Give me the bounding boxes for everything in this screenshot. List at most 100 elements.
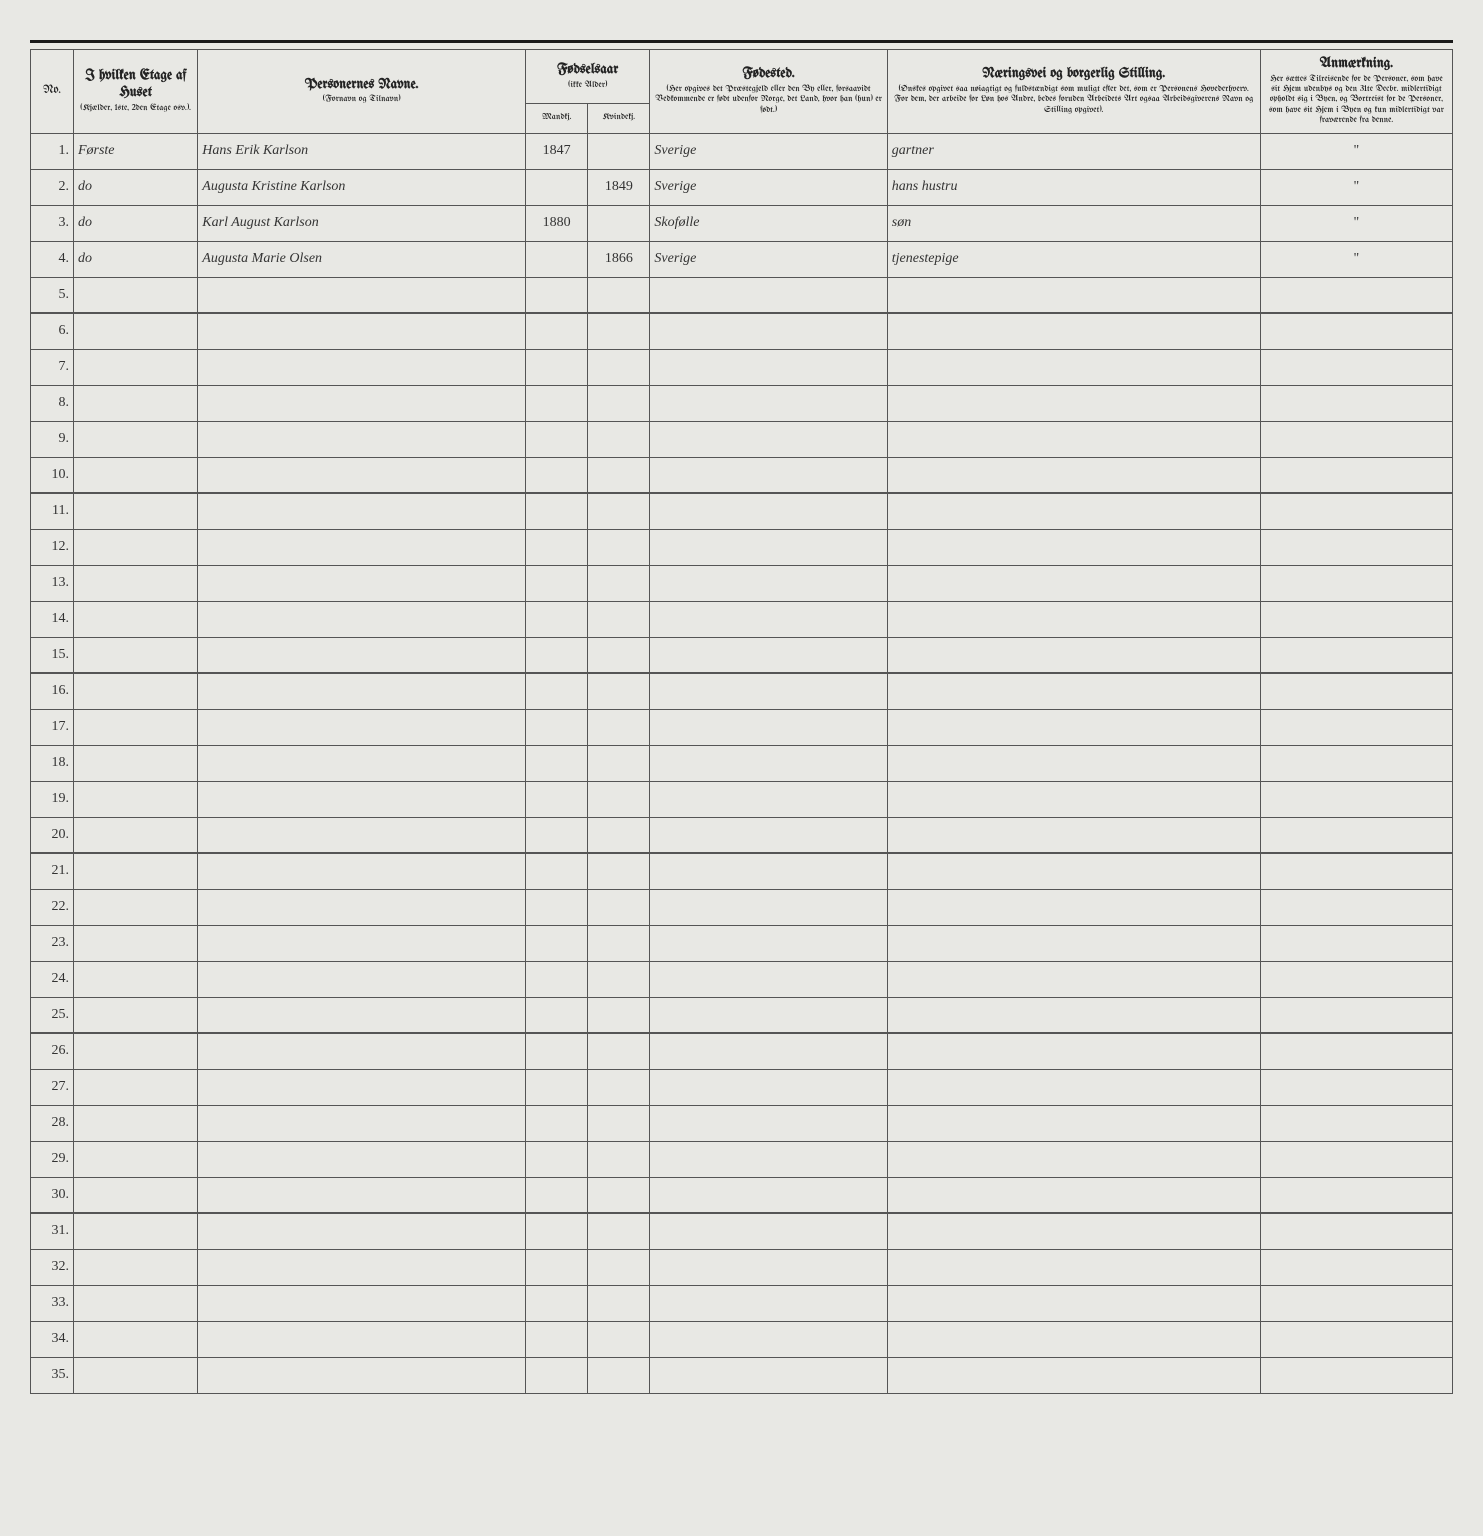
row-number: 15.	[31, 637, 74, 673]
row-number: 16.	[31, 673, 74, 709]
cell-name	[198, 277, 526, 313]
row-number: 25.	[31, 997, 74, 1033]
cell-year-f	[588, 1249, 650, 1285]
table-row: 17.	[31, 709, 1453, 745]
cell-birth	[650, 1321, 887, 1357]
cell-occ	[887, 493, 1260, 529]
table-row: 15.	[31, 637, 1453, 673]
cell-name	[198, 853, 526, 889]
cell-name	[198, 781, 526, 817]
cell-year-m	[526, 565, 588, 601]
cell-occ	[887, 925, 1260, 961]
cell-note: "	[1260, 241, 1452, 277]
cell-year-m	[526, 421, 588, 457]
cell-name: Hans Erik Karlson	[198, 133, 526, 169]
cell-name	[198, 817, 526, 853]
cell-birth	[650, 997, 887, 1033]
cell-birth	[650, 1033, 887, 1069]
cell-year-m	[526, 1357, 588, 1393]
cell-name	[198, 1213, 526, 1249]
row-number: 26.	[31, 1033, 74, 1069]
row-number: 2.	[31, 169, 74, 205]
cell-occ	[887, 421, 1260, 457]
table-body: 1.FørsteHans Erik Karlson1847Sverigegart…	[31, 133, 1453, 1393]
cell-name	[198, 385, 526, 421]
table-row: 35.	[31, 1357, 1453, 1393]
cell-note: "	[1260, 205, 1452, 241]
cell-occ	[887, 637, 1260, 673]
cell-year-f	[588, 205, 650, 241]
row-number: 5.	[31, 277, 74, 313]
cell-birth	[650, 457, 887, 493]
hdr-note: Anmærkning. Her sættes Tilreisende for d…	[1260, 50, 1452, 134]
table-row: 8.	[31, 385, 1453, 421]
cell-name: Karl August Karlson	[198, 205, 526, 241]
cell-note	[1260, 529, 1452, 565]
cell-birth	[650, 421, 887, 457]
cell-etage	[73, 385, 197, 421]
cell-name	[198, 961, 526, 997]
cell-note	[1260, 313, 1452, 349]
table-row: 7.	[31, 349, 1453, 385]
cell-birth: Skofølle	[650, 205, 887, 241]
cell-note	[1260, 601, 1452, 637]
cell-etage	[73, 1357, 197, 1393]
table-row: 20.	[31, 817, 1453, 853]
cell-birth	[650, 493, 887, 529]
cell-note	[1260, 673, 1452, 709]
cell-year-m	[526, 169, 588, 205]
table-row: 27.	[31, 1069, 1453, 1105]
cell-year-m	[526, 925, 588, 961]
row-number: 13.	[31, 565, 74, 601]
row-number: 7.	[31, 349, 74, 385]
cell-year-f	[588, 673, 650, 709]
cell-occ	[887, 565, 1260, 601]
cell-etage	[73, 1285, 197, 1321]
cell-year-f	[588, 817, 650, 853]
cell-occ: tjenestepige	[887, 241, 1260, 277]
cell-etage	[73, 709, 197, 745]
cell-year-f	[588, 1069, 650, 1105]
cell-note: "	[1260, 133, 1452, 169]
cell-etage	[73, 313, 197, 349]
cell-year-m	[526, 673, 588, 709]
cell-birth	[650, 817, 887, 853]
row-number: 4.	[31, 241, 74, 277]
cell-birth	[650, 1357, 887, 1393]
cell-year-f	[588, 1177, 650, 1213]
hdr-occupation: Næringsvei og borgerlig Stilling. (Ønske…	[887, 50, 1260, 134]
cell-birth	[650, 313, 887, 349]
cell-occ: hans hustru	[887, 169, 1260, 205]
cell-year-f	[588, 493, 650, 529]
cell-name	[198, 889, 526, 925]
row-number: 8.	[31, 385, 74, 421]
cell-name	[198, 673, 526, 709]
cell-year-m: 1847	[526, 133, 588, 169]
row-number: 23.	[31, 925, 74, 961]
cell-name	[198, 457, 526, 493]
cell-occ	[887, 961, 1260, 997]
table-row: 22.	[31, 889, 1453, 925]
top-rule	[30, 40, 1453, 43]
cell-occ	[887, 313, 1260, 349]
cell-occ	[887, 709, 1260, 745]
table-row: 18.	[31, 745, 1453, 781]
cell-year-f	[588, 457, 650, 493]
cell-note	[1260, 817, 1452, 853]
cell-occ	[887, 1069, 1260, 1105]
cell-etage	[73, 781, 197, 817]
cell-year-m	[526, 457, 588, 493]
cell-birth	[650, 637, 887, 673]
cell-year-m	[526, 997, 588, 1033]
cell-note	[1260, 709, 1452, 745]
cell-name	[198, 1357, 526, 1393]
cell-name	[198, 925, 526, 961]
cell-note	[1260, 277, 1452, 313]
cell-note	[1260, 1033, 1452, 1069]
cell-etage: do	[73, 241, 197, 277]
table-row: 14.	[31, 601, 1453, 637]
row-number: 30.	[31, 1177, 74, 1213]
cell-note	[1260, 637, 1452, 673]
cell-occ	[887, 1141, 1260, 1177]
table-row: 1.FørsteHans Erik Karlson1847Sverigegart…	[31, 133, 1453, 169]
